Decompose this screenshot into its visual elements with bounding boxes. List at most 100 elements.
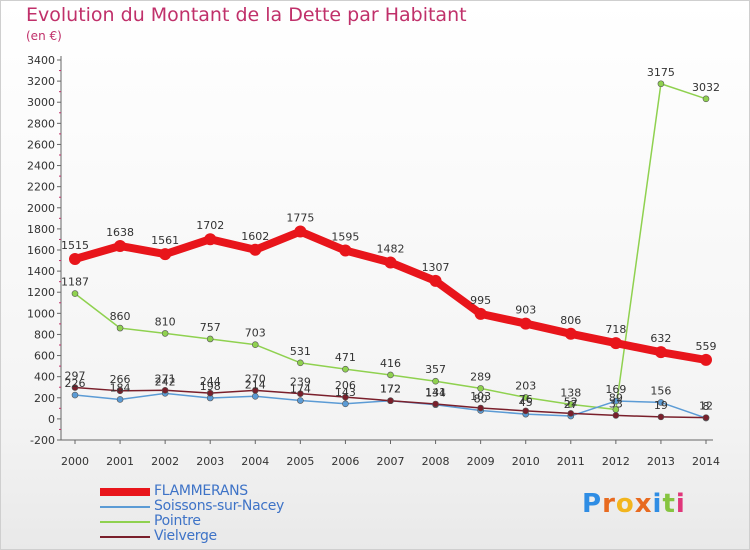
x-tick-label: 2010 — [512, 455, 540, 468]
x-tick-label: 2003 — [196, 455, 224, 468]
data-label: 226 — [65, 377, 86, 390]
data-point — [71, 290, 79, 297]
data-label: 3032 — [692, 81, 720, 94]
y-tick-label: -200 — [30, 434, 55, 447]
data-label: 270 — [245, 372, 266, 385]
y-tick-label: 2800 — [27, 117, 55, 130]
data-point — [700, 353, 712, 366]
data-label: 244 — [200, 375, 221, 388]
legend-label-vielverge: Vielverge — [154, 528, 217, 544]
data-label: 1638 — [106, 226, 134, 239]
data-label: 239 — [290, 376, 311, 389]
data-point — [387, 397, 394, 405]
data-label: 33 — [609, 397, 623, 410]
logo-letter: t — [662, 489, 676, 519]
data-label: 76 — [519, 393, 533, 406]
data-label: 289 — [470, 370, 491, 383]
y-tick-label: 1000 — [27, 307, 55, 320]
legend-label-flammerans: FLAMMERANS — [154, 483, 248, 499]
data-point — [251, 387, 259, 394]
data-point — [297, 397, 304, 404]
data-point — [474, 307, 487, 320]
x-tick-label: 2005 — [286, 455, 314, 468]
data-label: 214 — [245, 378, 266, 391]
y-tick-label: 2000 — [27, 202, 55, 215]
data-label: 810 — [155, 315, 176, 328]
data-point — [702, 414, 710, 421]
logo-letter: r — [602, 489, 616, 519]
data-label: 1702 — [196, 219, 224, 232]
data-point — [612, 412, 620, 419]
x-tick-label: 2001 — [106, 455, 134, 468]
data-point — [116, 387, 124, 395]
data-label: 297 — [65, 370, 86, 383]
data-label: 806 — [560, 314, 581, 327]
data-point — [206, 389, 214, 397]
data-label: 156 — [650, 384, 671, 397]
data-label: 903 — [515, 304, 536, 317]
data-point — [387, 371, 394, 379]
data-point — [432, 400, 439, 408]
data-label: 184 — [110, 381, 131, 394]
data-label: 242 — [155, 375, 176, 388]
y-tick-label: 800 — [34, 328, 55, 341]
logo-letter: x — [634, 489, 653, 519]
chart-subtitle: (en €) — [26, 29, 62, 43]
x-tick-label: 2007 — [377, 455, 405, 468]
data-point — [612, 397, 620, 405]
data-label: 138 — [560, 386, 581, 399]
data-label: 416 — [380, 357, 401, 370]
y-tick-label: 1400 — [27, 265, 55, 278]
y-tick-label: 200 — [34, 392, 55, 405]
data-label: 1775 — [286, 212, 314, 225]
data-point — [342, 400, 349, 408]
logo-letter: P — [582, 489, 603, 519]
data-label: 703 — [245, 327, 266, 340]
data-point — [206, 335, 214, 343]
data-label: 203 — [515, 379, 536, 392]
y-tick-label: 400 — [34, 371, 55, 384]
x-tick-label: 2013 — [647, 455, 675, 468]
data-point — [654, 346, 667, 359]
legend-swatch-vielverge — [100, 536, 150, 538]
data-point — [71, 384, 79, 391]
logo-letter: i — [652, 489, 663, 519]
y-tick-label: 1800 — [27, 223, 55, 236]
data-label: 174 — [290, 383, 311, 396]
data-label: 141 — [425, 386, 446, 399]
data-label: 1187 — [61, 276, 89, 289]
data-point — [342, 365, 349, 373]
x-tick-label: 2006 — [331, 455, 359, 468]
data-point — [522, 407, 530, 415]
data-point — [519, 317, 532, 330]
data-label: 531 — [290, 345, 311, 358]
data-point — [477, 404, 484, 412]
data-point — [477, 385, 484, 392]
legend-swatch-pointre — [100, 521, 150, 523]
y-tick-label: 1200 — [27, 286, 55, 299]
data-point — [609, 337, 622, 350]
data-point — [657, 399, 665, 406]
data-label: 860 — [110, 310, 131, 323]
data-point — [249, 243, 262, 256]
data-label: 559 — [696, 340, 717, 353]
data-label: 1602 — [241, 230, 269, 243]
data-label: 632 — [650, 332, 671, 345]
data-point — [342, 393, 349, 401]
data-label: 143 — [335, 386, 356, 399]
data-point — [161, 386, 169, 394]
data-label: 134 — [425, 387, 446, 400]
y-tick-label: 3200 — [27, 75, 55, 88]
data-point — [251, 341, 259, 348]
data-label: 169 — [605, 383, 626, 396]
data-label: 995 — [470, 294, 491, 307]
data-point — [161, 330, 169, 337]
data-label: 206 — [335, 379, 356, 392]
data-label: 172 — [380, 383, 401, 396]
data-point — [384, 256, 397, 269]
x-tick-label: 2004 — [241, 455, 269, 468]
data-label: 1561 — [151, 234, 179, 247]
data-point — [567, 401, 575, 408]
x-tick-label: 2008 — [422, 455, 450, 468]
